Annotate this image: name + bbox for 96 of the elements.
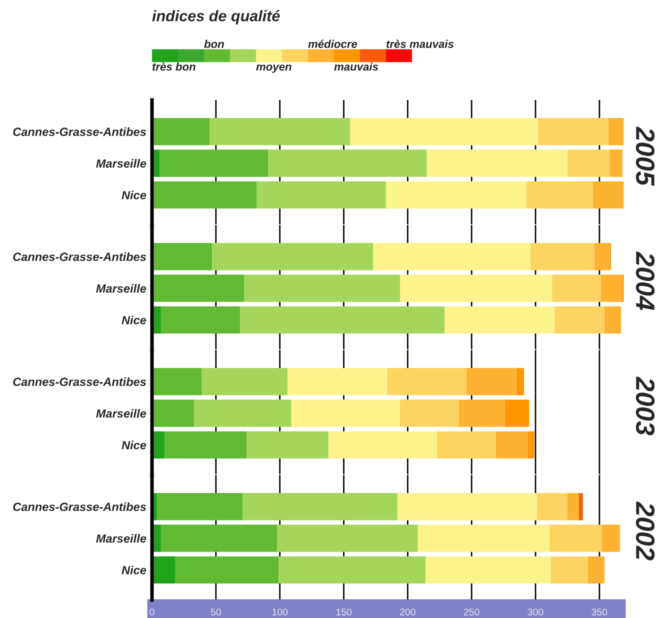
bar bbox=[516, 368, 524, 396]
bar bbox=[277, 524, 418, 552]
bar bbox=[278, 556, 426, 584]
bar bbox=[400, 400, 459, 427]
bar bbox=[152, 181, 257, 209]
bar bbox=[152, 243, 212, 270]
y-tick-label: Cannes-Grasse-Antibes bbox=[13, 377, 146, 386]
text: médiocre bbox=[308, 40, 358, 48]
bar bbox=[600, 274, 622, 302]
bar bbox=[538, 118, 608, 146]
y-tick-label: Marseille bbox=[96, 409, 146, 418]
text: bon bbox=[204, 40, 224, 48]
bar bbox=[554, 306, 605, 334]
y-tick-label: Marseille bbox=[96, 534, 146, 543]
text: 2005 bbox=[636, 126, 655, 186]
bar bbox=[152, 274, 244, 302]
text: 2003 bbox=[636, 376, 655, 436]
bar bbox=[350, 118, 538, 146]
bar bbox=[400, 274, 552, 302]
bar bbox=[578, 493, 583, 520]
bar bbox=[444, 306, 555, 334]
bar bbox=[550, 556, 588, 584]
bar bbox=[373, 243, 530, 270]
bar bbox=[160, 150, 268, 177]
bar bbox=[528, 431, 534, 459]
bar bbox=[175, 556, 279, 584]
bar bbox=[256, 181, 386, 209]
y-tick-label: Cannes-Grasse-Antibes bbox=[13, 252, 146, 262]
x-tick-label: 300 bbox=[528, 608, 544, 616]
bar bbox=[536, 493, 568, 520]
bar bbox=[152, 368, 202, 396]
bar bbox=[602, 524, 620, 552]
bar bbox=[594, 243, 610, 270]
x-tick-label: 350 bbox=[592, 608, 608, 616]
text: moyen bbox=[256, 64, 292, 73]
bar bbox=[466, 368, 516, 396]
y-tick-label: Cannes-Grasse-Antibes bbox=[13, 127, 146, 136]
bar bbox=[240, 306, 445, 334]
text: très mauvais bbox=[386, 40, 454, 48]
y-tick-label: Nice bbox=[122, 566, 146, 574]
x-tick-label: 50 bbox=[210, 608, 221, 616]
bar bbox=[567, 150, 610, 177]
bar bbox=[567, 493, 579, 520]
bar bbox=[588, 556, 605, 584]
bar bbox=[244, 274, 400, 302]
bar bbox=[530, 243, 594, 270]
bar bbox=[526, 181, 594, 209]
bar bbox=[157, 493, 243, 520]
bar bbox=[288, 368, 388, 396]
y-tick-label: Cannes-Grasse-Antibes bbox=[13, 502, 146, 512]
y-tick-label: Nice bbox=[122, 190, 146, 200]
bar bbox=[504, 400, 530, 427]
bar bbox=[194, 400, 292, 427]
bar bbox=[152, 556, 176, 584]
bar bbox=[328, 431, 438, 459]
bar bbox=[610, 150, 622, 177]
bar bbox=[202, 368, 288, 396]
bar bbox=[593, 181, 624, 209]
bar bbox=[268, 150, 427, 177]
bar bbox=[437, 431, 496, 459]
bar bbox=[608, 118, 624, 146]
text: très bon bbox=[152, 62, 196, 71]
x-tick-label: 250 bbox=[464, 608, 480, 616]
bar bbox=[160, 306, 240, 334]
text: mauvais bbox=[334, 62, 378, 71]
x-tick-label: 0 bbox=[150, 608, 154, 616]
bar bbox=[458, 400, 505, 427]
bar bbox=[496, 431, 528, 459]
bar bbox=[246, 431, 328, 459]
y-tick-label: Nice bbox=[122, 440, 146, 450]
bar bbox=[160, 524, 278, 552]
bar bbox=[152, 400, 194, 427]
bar bbox=[387, 368, 466, 396]
bar bbox=[242, 493, 398, 520]
bar bbox=[212, 243, 374, 270]
bar bbox=[291, 400, 400, 427]
y-tick-label: Marseille bbox=[96, 159, 146, 168]
x-tick-label: 100 bbox=[272, 608, 288, 616]
bar bbox=[604, 306, 622, 334]
bar bbox=[397, 493, 537, 520]
bar bbox=[418, 524, 550, 552]
bar bbox=[426, 556, 551, 584]
bar bbox=[550, 524, 602, 552]
bar bbox=[152, 118, 210, 146]
text: 2004 bbox=[636, 251, 655, 310]
bar bbox=[426, 150, 568, 177]
x-tick-label: 150 bbox=[336, 608, 352, 616]
y-tick-label: Marseille bbox=[96, 284, 146, 293]
x-tick-label: 200 bbox=[400, 608, 416, 616]
y-tick-label: Nice bbox=[122, 316, 146, 324]
text: 2002 bbox=[636, 501, 655, 560]
legend-title: indices de qualité bbox=[152, 10, 280, 24]
bar bbox=[164, 431, 247, 459]
bar bbox=[552, 274, 601, 302]
bar bbox=[386, 181, 527, 209]
bar bbox=[210, 118, 350, 146]
